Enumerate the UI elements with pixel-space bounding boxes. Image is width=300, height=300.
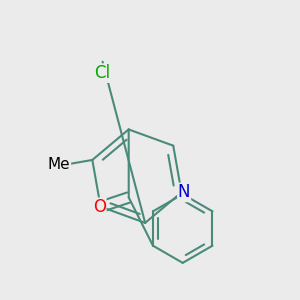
Text: Me: Me: [48, 157, 70, 172]
Text: O: O: [93, 198, 106, 216]
Text: N: N: [178, 183, 190, 201]
Text: Cl: Cl: [94, 64, 111, 82]
